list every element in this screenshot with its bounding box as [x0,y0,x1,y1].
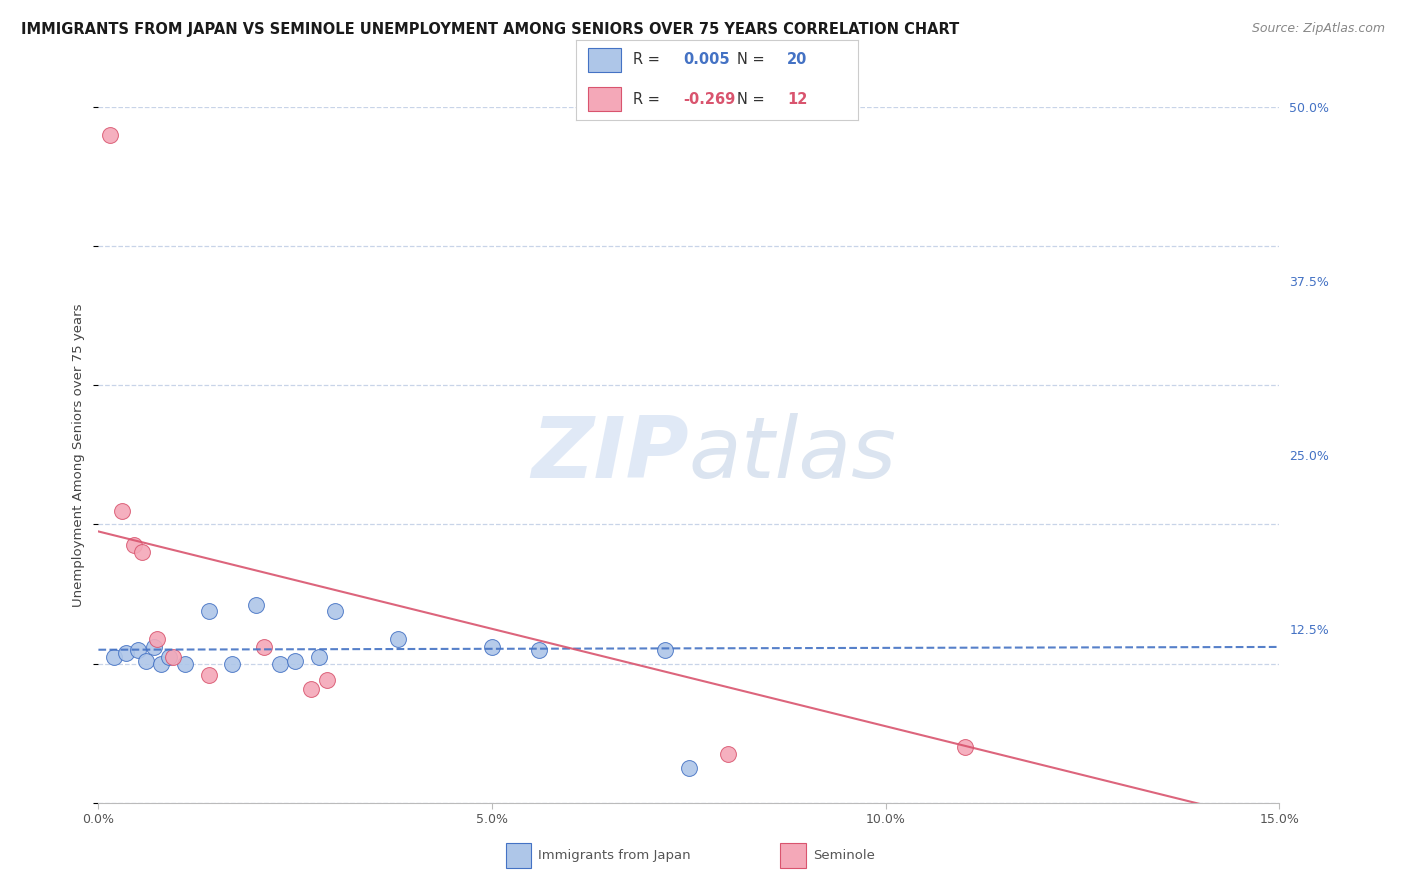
Point [142,640,165,654]
Point [127,642,149,657]
Point [115,646,138,660]
Point [323,604,346,618]
Point [150,657,173,671]
Text: 0.005: 0.005 [683,53,730,67]
Point [98,128,121,142]
Point [111,503,134,517]
Point [387,632,409,646]
Y-axis label: Unemployment Among Seniors over 75 years: Unemployment Among Seniors over 75 years [72,303,86,607]
Point [135,654,157,668]
Point [197,667,219,681]
Point [253,640,276,654]
Text: R =: R = [633,92,664,107]
Text: atlas: atlas [689,413,897,497]
Point [308,649,330,664]
Point [245,598,267,612]
Text: ZIP: ZIP [531,413,689,497]
Point [146,632,169,646]
Point [481,640,503,654]
Text: R =: R = [633,53,664,67]
Text: N =: N = [737,92,769,107]
FancyBboxPatch shape [588,87,621,111]
Text: 12: 12 [787,92,807,107]
Point [162,649,184,664]
Text: Source: ZipAtlas.com: Source: ZipAtlas.com [1251,22,1385,36]
Point [284,654,307,668]
Point [269,657,291,671]
Text: 20: 20 [787,53,807,67]
Text: -0.269: -0.269 [683,92,735,107]
Point [174,657,197,671]
Point [953,740,976,755]
Point [717,747,740,761]
FancyBboxPatch shape [588,48,621,72]
Point [157,649,180,664]
Text: Immigrants from Japan: Immigrants from Japan [538,849,692,862]
Point [299,681,322,696]
Point [529,642,551,657]
Point [197,604,219,618]
Point [103,649,125,664]
Point [221,657,243,671]
Point [315,673,337,688]
Text: Seminole: Seminole [813,849,875,862]
Point [654,642,676,657]
Point [678,761,700,775]
Text: N =: N = [737,53,769,67]
Point [122,538,145,552]
Text: IMMIGRANTS FROM JAPAN VS SEMINOLE UNEMPLOYMENT AMONG SENIORS OVER 75 YEARS CORRE: IMMIGRANTS FROM JAPAN VS SEMINOLE UNEMPL… [21,22,959,37]
Point [131,545,153,559]
